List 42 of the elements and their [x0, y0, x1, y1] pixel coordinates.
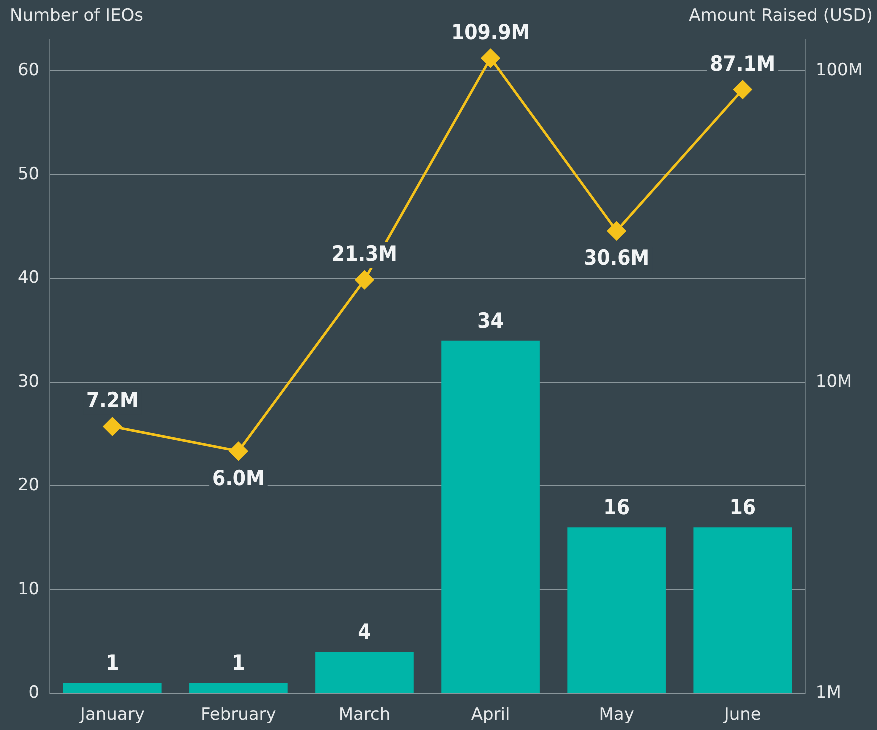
y2-axis-title: Amount Raised (USD) — [689, 6, 873, 26]
data-label: 16 — [730, 496, 756, 520]
x-tick-label: February — [201, 705, 276, 726]
data-label: 87.1M — [710, 52, 776, 76]
bar — [568, 528, 666, 694]
data-label: 4 — [358, 620, 372, 644]
bar — [442, 340, 540, 694]
data-label: 34 — [478, 308, 504, 333]
bar — [190, 683, 288, 694]
x-tick-label: April — [471, 705, 510, 726]
y-tick-label: 0 — [28, 683, 40, 704]
data-label: 16 — [604, 496, 630, 520]
point — [482, 49, 500, 68]
y-tick-label: 40 — [18, 268, 40, 288]
bar — [63, 683, 162, 694]
y2-tick-label: 100M — [816, 60, 864, 81]
data-label: 21.3M — [332, 242, 398, 266]
y-tick-label: 30 — [18, 372, 40, 392]
y2-tick-label: 10M — [816, 372, 852, 392]
data-label: 109.9M — [451, 20, 530, 44]
data-label: 1 — [232, 651, 246, 676]
data-label: 6.0M — [212, 466, 265, 490]
y-axis-title: Number of IEOs — [10, 6, 144, 26]
x-tick-label: May — [599, 705, 634, 726]
y-tick-label: 10 — [18, 579, 40, 600]
point — [734, 80, 752, 100]
x-tick-label: March — [338, 705, 391, 726]
data-label: 30.6M — [584, 246, 650, 270]
bar — [316, 652, 414, 694]
y-tick-label: 20 — [18, 476, 40, 496]
y-tick-label: 50 — [18, 164, 40, 184]
point — [229, 442, 248, 461]
point — [103, 418, 122, 436]
y2-tick-label: 1M — [816, 683, 842, 704]
point — [608, 222, 626, 240]
bar — [694, 528, 792, 694]
x-tick-label: January — [79, 705, 145, 726]
x-tick-label: June — [723, 705, 762, 726]
y-tick-label: 60 — [18, 60, 40, 81]
data-label: 7.2M — [86, 388, 139, 413]
point — [355, 270, 374, 290]
data-label: 1 — [106, 651, 120, 676]
